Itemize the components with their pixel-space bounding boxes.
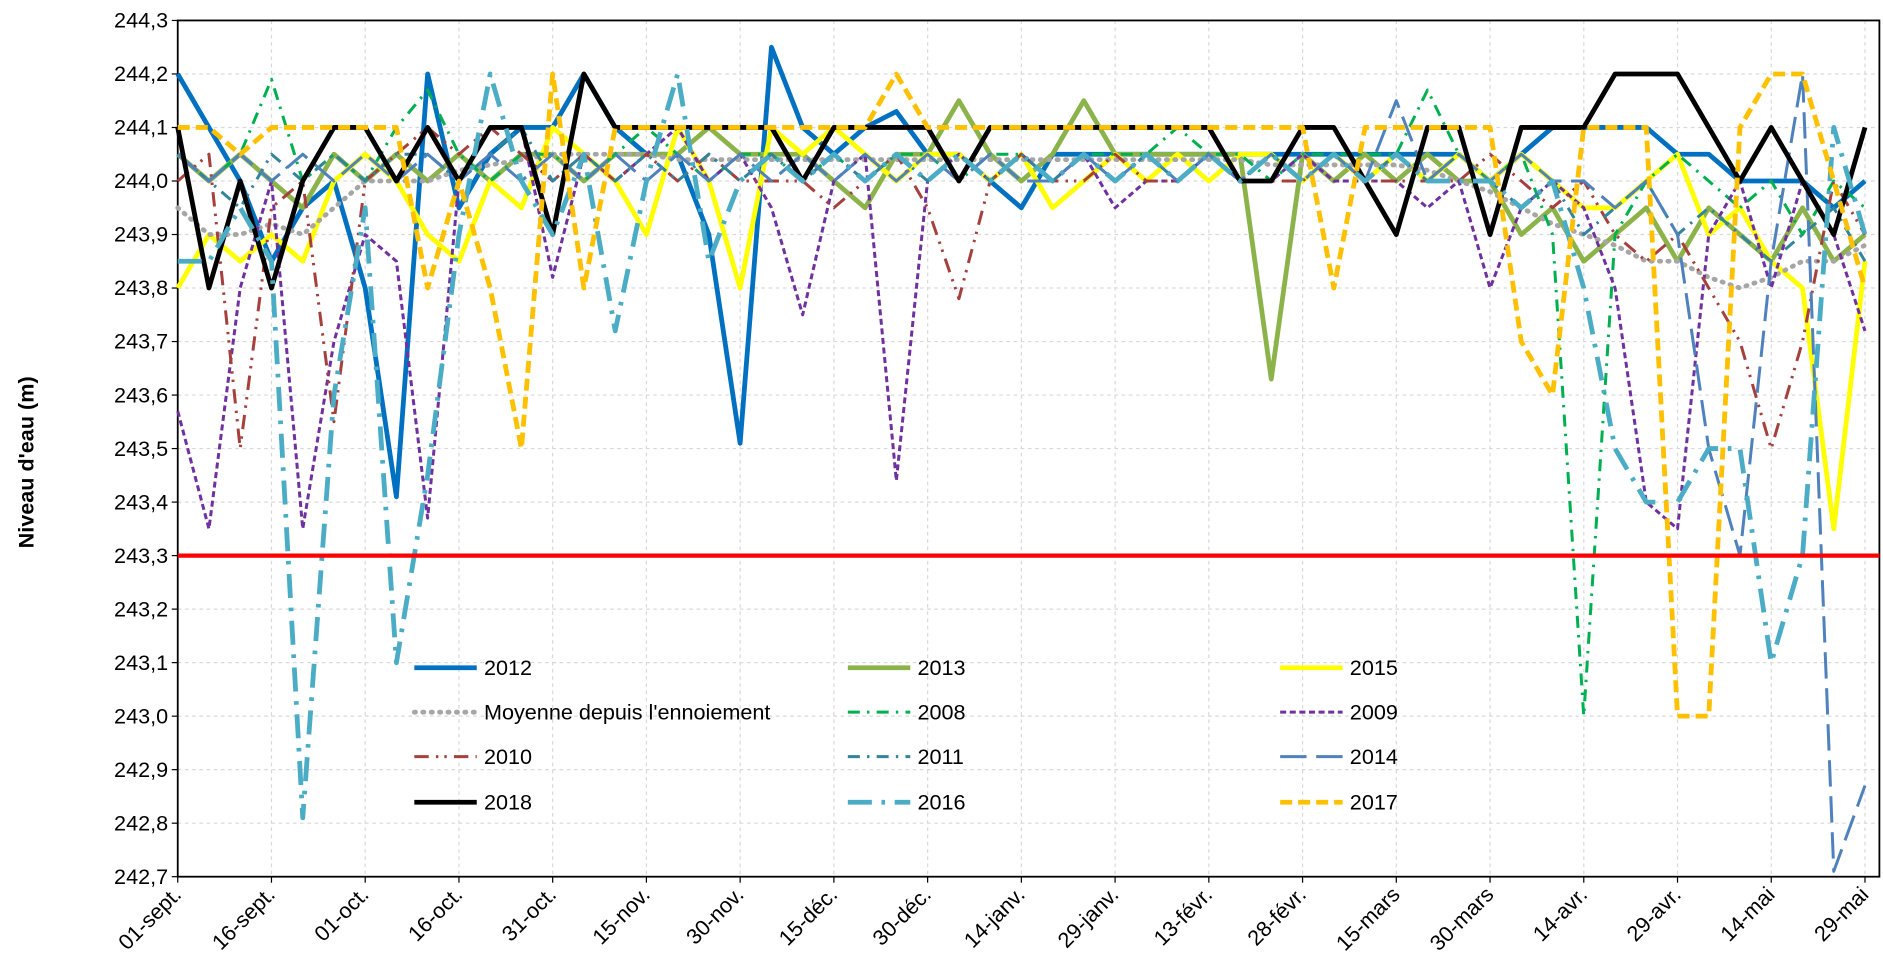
y-tick-label: 244,3 xyxy=(114,8,168,33)
y-tick-label: 242,8 xyxy=(114,810,168,835)
series-line xyxy=(177,71,1868,821)
y-tick-label: 243,3 xyxy=(114,543,168,568)
y-tick-label: 243,7 xyxy=(114,329,168,354)
legend-label: 2017 xyxy=(1350,789,1398,814)
legend-label: 2014 xyxy=(1350,744,1398,769)
y-tick-label: 244,0 xyxy=(114,168,168,193)
legend-label: 2012 xyxy=(484,655,532,680)
y-tick-label: 243,8 xyxy=(114,275,168,300)
y-tick-label: 242,7 xyxy=(114,864,168,889)
legend-label: 2013 xyxy=(917,655,965,680)
legend-label: 2010 xyxy=(484,744,532,769)
legend-label: 2011 xyxy=(917,744,963,769)
legend-label: 2008 xyxy=(917,699,965,724)
legend-label: 2018 xyxy=(484,789,532,814)
y-tick-label: 243,6 xyxy=(114,382,168,407)
y-tick-label: 243,0 xyxy=(114,703,168,728)
y-tick-label: 242,9 xyxy=(114,757,168,782)
legend-label: 2016 xyxy=(917,789,965,814)
plot-frame xyxy=(176,19,1881,878)
series-line xyxy=(177,71,1868,719)
y-tick-label: 243,2 xyxy=(114,596,168,621)
y-tick-label: 243,4 xyxy=(114,489,168,514)
y-tick-label: 243,1 xyxy=(114,650,168,675)
legend-label: 2009 xyxy=(1350,699,1398,724)
legend-label: Moyenne depuis l'ennoiement xyxy=(484,699,770,724)
legend-label: 2015 xyxy=(1350,655,1398,680)
y-tick-label: 244,2 xyxy=(114,61,168,86)
y-axis-label: Niveau d'eau (m) xyxy=(14,376,39,548)
y-tick-label: 244,1 xyxy=(114,115,168,140)
y-tick-label: 243,5 xyxy=(114,436,168,461)
y-tick-label: 243,9 xyxy=(114,222,168,247)
